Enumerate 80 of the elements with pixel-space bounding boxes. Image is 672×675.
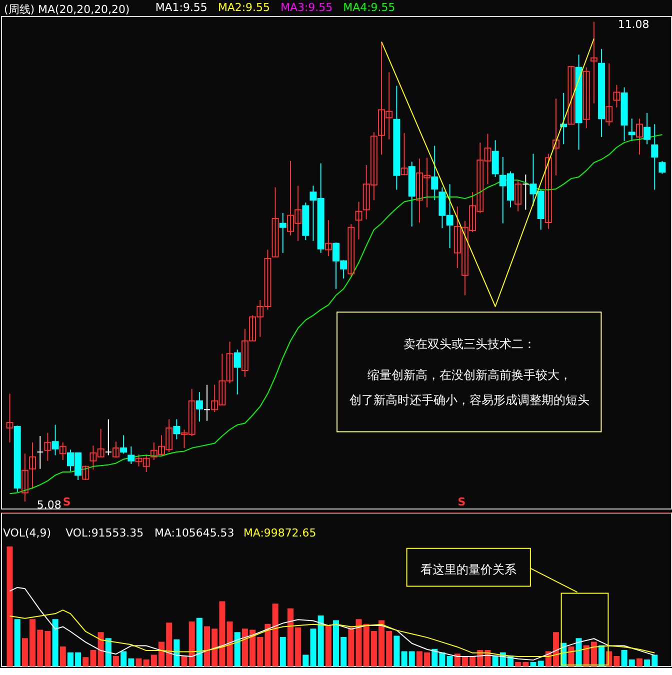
candlestick [606,62,613,126]
candlestick [324,220,332,257]
bar [226,621,233,667]
bar [318,616,324,667]
bar [6,546,13,667]
candlestick [355,201,362,240]
candlestick [44,432,52,462]
bar [196,618,202,667]
candlestick [21,453,28,502]
bar [280,636,286,667]
candlestick [522,174,530,210]
text: MA4:9.55 [343,0,396,14]
candlestick [279,212,286,254]
candlestick [234,349,241,395]
candlestick [613,84,620,108]
candlestick [560,92,568,145]
annotation: 创了新高时还手确小，容易形成调整期的短头 [350,392,590,407]
candlestick [173,418,180,440]
annotation: 11.08 [618,18,650,31]
annotation: S [458,495,466,508]
candlestick [204,384,211,422]
candlestick [104,418,112,456]
bar [325,625,332,667]
bar [234,632,240,667]
candlestick [492,140,499,178]
annotation: 卖在双头或三头技术二： [404,336,536,351]
text: MA3:9.55 [280,0,333,14]
bar [174,639,180,667]
text: MA:105645.53 [154,526,234,540]
candlestick [582,66,590,129]
bar [272,604,278,667]
bar [530,662,536,667]
candlestick [590,21,598,104]
bar [105,638,112,667]
bar [446,656,453,667]
candlestick [196,392,203,422]
candlestick [651,124,658,190]
bar [538,660,544,667]
candlestick [128,446,135,465]
candlestick [120,434,128,454]
text: MA2:9.55 [218,0,270,14]
candlestick [628,118,636,142]
candlestick [112,441,120,458]
bar [576,638,582,667]
candlestick [59,442,66,461]
candlestick [552,98,560,176]
candlestick [514,180,522,212]
text: MA1:9.55 [155,0,208,14]
candlestick [400,132,408,176]
candlestick [636,118,643,156]
candlestick [52,424,59,456]
annotation: S [62,495,71,508]
text: MA:99872.65 [243,526,316,540]
bar [98,632,104,667]
candlestick [644,112,651,145]
candlestick [568,65,575,125]
text: VOL(4,9) [2,526,51,540]
text: VOL:91553.35 [66,526,144,540]
bar [60,646,66,667]
candlestick [272,186,279,258]
bar [14,619,20,667]
candlestick [544,153,552,230]
candlestick [36,436,44,470]
candlestick [431,145,438,201]
candlestick [348,224,355,278]
annotation: 看这里的量价关系 [420,562,517,576]
candlestick [29,442,36,490]
bar [112,656,119,667]
bar [348,627,354,667]
bar [136,658,142,667]
chart-title: (周线) MA(20,20,20,20) [4,2,130,16]
bar [394,636,400,667]
annotation: 缩量创新高，在没创新高前换手较大， [368,368,572,382]
candlestick [658,160,666,174]
bar [52,619,58,667]
candlestick [82,465,90,481]
annotation: 5.08 [36,498,62,512]
bar [598,645,605,667]
bar [636,658,642,667]
candlestick [6,393,14,443]
